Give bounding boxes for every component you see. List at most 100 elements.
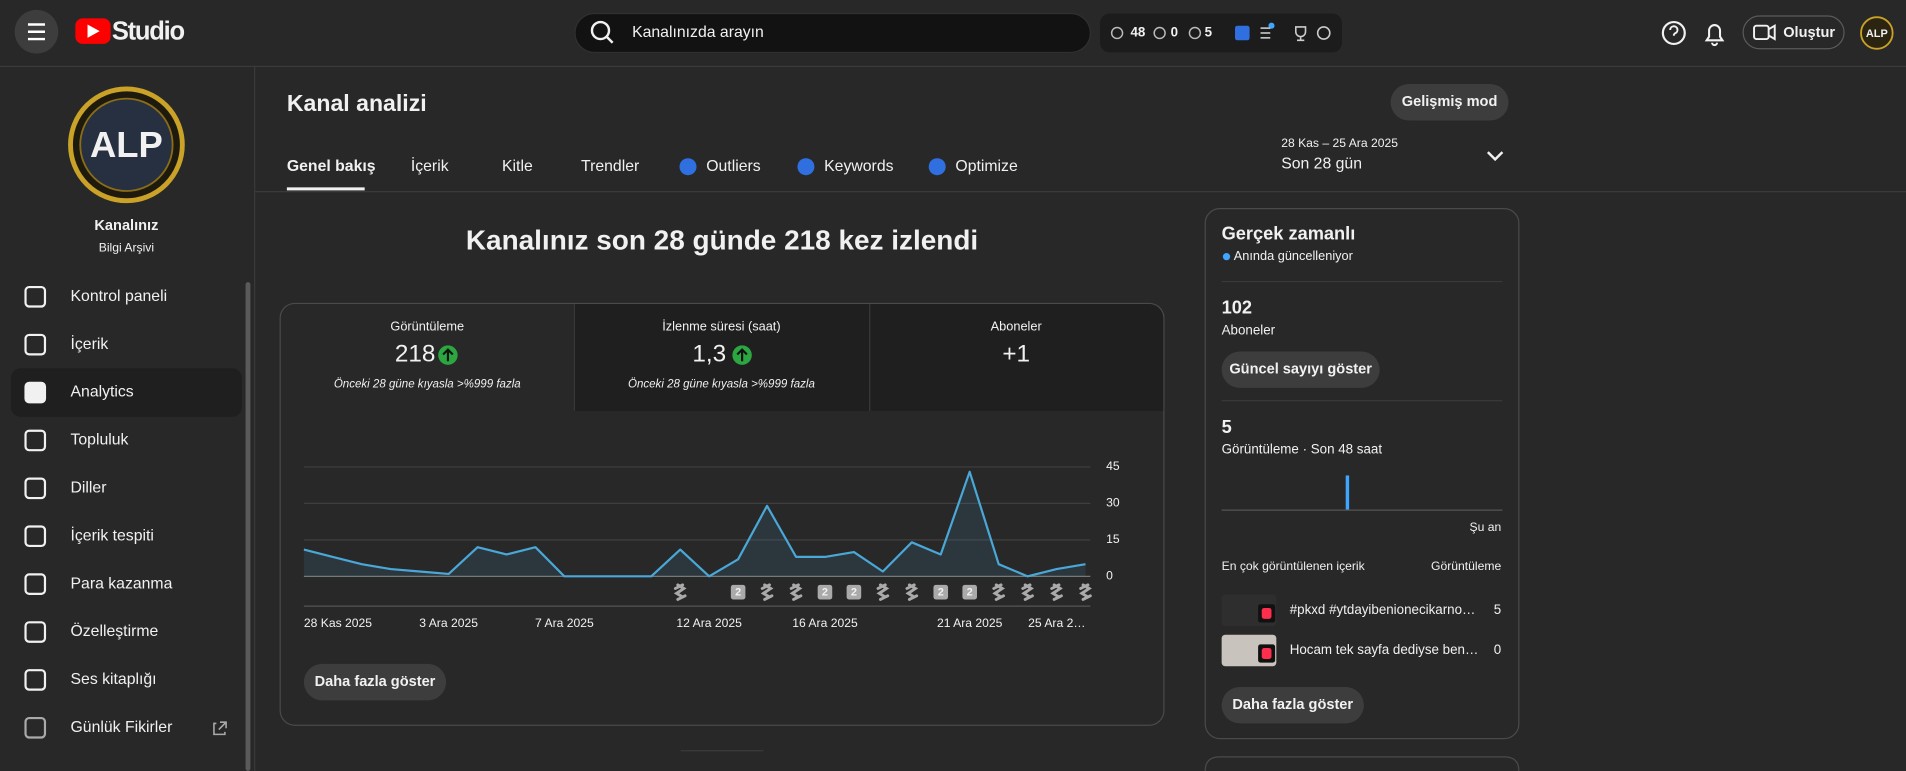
upload-shorts-icon[interactable] xyxy=(876,583,890,601)
extension-stat-icon xyxy=(1188,26,1202,40)
nav-item[interactable]: Ses kitaplığı xyxy=(71,671,157,688)
nav-active-background xyxy=(10,368,242,417)
y-tick-label: 45 xyxy=(1106,459,1120,473)
upload-count-badge[interactable] xyxy=(730,584,746,600)
tab[interactable]: Kitle xyxy=(502,158,533,175)
y-tick-label: 0 xyxy=(1106,569,1113,583)
x-tick-label: 28 Kas 2025 xyxy=(304,616,372,630)
channel-avatar-text: ALP xyxy=(90,124,163,165)
nav-item[interactable]: Topluluk xyxy=(71,432,129,449)
extension-stat-icon xyxy=(1110,26,1124,40)
upload-count-badge[interactable] xyxy=(817,584,833,600)
upload-count-badge[interactable] xyxy=(962,584,977,600)
x-tick-label: 12 Ara 2025 xyxy=(676,616,742,630)
upload-shorts-icon[interactable] xyxy=(1079,583,1092,601)
tab-extension-icon xyxy=(797,158,815,176)
realtime-dot xyxy=(1222,253,1231,261)
top-content-title[interactable]: #pkxd #ytdayibenionecikarno… xyxy=(1290,602,1476,617)
date-dropdown-icon[interactable] xyxy=(1486,151,1504,162)
upload-shorts-icon[interactable] xyxy=(992,583,1006,601)
upload-shorts-icon[interactable] xyxy=(1021,583,1034,601)
upload-count-badge[interactable] xyxy=(846,584,862,600)
nav-icon xyxy=(24,429,47,452)
extension-stat: 0 xyxy=(1171,25,1178,40)
more-button[interactable] xyxy=(303,663,447,701)
upload-count-badge[interactable] xyxy=(933,584,949,600)
nav-item[interactable]: İçerik tespiti xyxy=(71,525,154,544)
advanced-mode-button[interactable] xyxy=(1390,84,1509,121)
nav-item[interactable]: Günlük Fikirler xyxy=(71,719,173,736)
extension-stat: 48 xyxy=(1130,25,1145,40)
tab[interactable]: Outliers xyxy=(706,158,761,175)
upload-shorts-icon[interactable] xyxy=(905,583,919,601)
external-link-icon xyxy=(213,721,227,736)
channel-name: Kanalınız xyxy=(94,218,158,234)
upload-shorts-icon[interactable] xyxy=(1050,583,1063,601)
create-icon xyxy=(1753,24,1770,41)
tab[interactable]: Keywords xyxy=(824,158,893,175)
date-period[interactable]: Son 28 gün xyxy=(1281,155,1362,172)
nav-item[interactable]: İçerik xyxy=(71,334,109,353)
extension-trophy-icon[interactable] xyxy=(1294,26,1307,42)
metric-trend-arrow xyxy=(442,348,454,362)
extension-iq-icon[interactable] xyxy=(1235,25,1250,41)
nav-icon xyxy=(24,621,47,643)
upload-shorts-icon[interactable] xyxy=(789,583,803,601)
upload-shorts-icon[interactable] xyxy=(673,583,687,601)
y-tick-label: 15 xyxy=(1106,532,1120,546)
more-button[interactable] xyxy=(1221,686,1364,724)
y-tick-label: 30 xyxy=(1106,496,1120,510)
notifications-button[interactable] xyxy=(1704,24,1725,47)
show-count-button[interactable] xyxy=(1221,351,1380,388)
mini-chart-now-label: Şu an xyxy=(1469,520,1501,534)
search-box[interactable] xyxy=(574,12,1091,54)
shorts-badge xyxy=(1261,607,1272,619)
nav-item[interactable]: Analytics xyxy=(71,384,134,401)
upload-shorts-icon[interactable] xyxy=(760,583,774,601)
top-content-title[interactable]: Hocam tek sayfa dediyse ben… xyxy=(1290,642,1479,657)
nav-icon xyxy=(24,669,47,691)
logo-play xyxy=(87,24,100,38)
search-placeholder: Kanalınızda arayın xyxy=(632,24,764,41)
metric-comparison: Önceki 28 güne kıyasla >%999 fazla xyxy=(628,378,815,390)
metric-tile-dark xyxy=(573,304,870,412)
nav-icon xyxy=(24,716,47,739)
more-button-label: Daha fazla göster xyxy=(1232,697,1353,713)
nav-icon xyxy=(24,381,47,404)
realtime-views: 5 xyxy=(1222,416,1232,437)
upload-count: 2 xyxy=(822,587,828,599)
nav-item[interactable]: Diller xyxy=(71,480,107,497)
search-icon xyxy=(590,20,611,41)
extension-chat-icon[interactable] xyxy=(1316,26,1331,40)
x-tick-label: 3 Ara 2025 xyxy=(419,616,478,630)
nav-item[interactable]: Kontrol paneli xyxy=(71,288,168,305)
tab[interactable]: Optimize xyxy=(955,158,1018,175)
metric-comparison: Önceki 28 güne kıyasla >%999 fazla xyxy=(334,378,521,390)
upload-count: 2 xyxy=(938,587,944,599)
tab[interactable]: Genel bakış xyxy=(287,158,376,175)
create-button[interactable] xyxy=(1742,15,1845,50)
extension-stat: 5 xyxy=(1205,25,1213,40)
more-button-label: Daha fazla göster xyxy=(315,674,436,690)
line xyxy=(303,470,1086,578)
nav-item[interactable]: Özelleştirme xyxy=(71,622,159,640)
metric-value: +1 xyxy=(1002,341,1030,368)
nav-item[interactable]: Para kazanma xyxy=(71,575,173,592)
search-icon xyxy=(605,35,614,44)
channel-subtitle: Bilgi Arşivi xyxy=(99,240,154,254)
create-icon xyxy=(1768,23,1776,41)
upload-count: 2 xyxy=(967,587,973,599)
upload-count: 2 xyxy=(851,587,857,599)
tab-extension-icon xyxy=(928,158,946,176)
tab[interactable]: İçerik xyxy=(411,156,449,175)
x-tick-label: 16 Ara 2025 xyxy=(792,616,858,630)
account-avatar[interactable] xyxy=(1860,16,1894,50)
tab[interactable]: Trendler xyxy=(581,158,639,175)
realtime-views-label: Görüntüleme · Son 48 saat xyxy=(1222,441,1383,456)
help-button[interactable] xyxy=(1661,20,1686,46)
metric-trend-arrow xyxy=(736,348,748,362)
nav-icon xyxy=(24,285,47,308)
sidebar-scrollbar xyxy=(245,282,251,771)
nav-icon xyxy=(24,333,47,356)
